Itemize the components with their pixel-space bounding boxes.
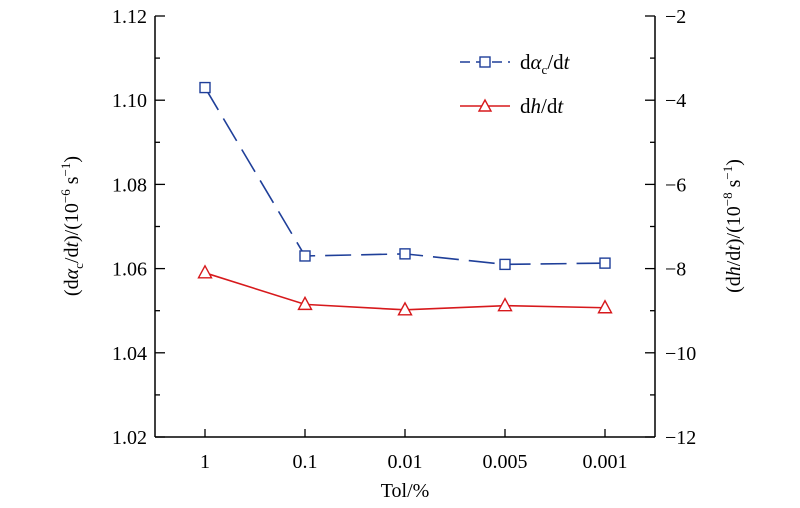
data-point-triangle [397,301,413,316]
right-axis-ticks: −12 −10 −8 −6 −4 −2 [645,6,696,449]
right-tick-label: −12 [665,427,696,449]
x-tick-label: 0.005 [483,451,528,473]
right-tick-label: −4 [665,90,686,112]
data-point-square [399,248,411,260]
legend-item-h: dh/dt [460,94,564,118]
legend-square-marker [479,56,491,68]
left-tick-label: 1.02 [112,427,147,449]
left-tick-label: 1.04 [112,343,147,365]
svg-text:dh/dt: dh/dt [520,94,564,118]
data-point-triangle [197,264,213,279]
series-layer [197,81,613,316]
data-point-triangle [297,295,313,311]
data-point-square [599,257,611,269]
x-tick-label: 0.1 [293,451,318,473]
left-axis-ticks: 1.02 1.04 1.06 1.08 1.10 1.12 [112,6,165,449]
right-tick-label: −2 [665,6,686,28]
left-tick-label: 1.08 [112,174,147,196]
x-tick-label: 0.01 [388,451,423,473]
svg-text:(dαc/dt)/(10−6 s−1): (dαc/dt)/(10−6 s−1) [58,156,86,296]
data-point-triangle [597,299,613,314]
left-tick-label: 1.12 [112,6,147,28]
data-point-square [299,250,311,262]
right-tick-label: −8 [665,259,686,281]
data-point-square [499,258,511,271]
data-point-square [199,81,211,94]
svg-text:(dh/dt)/(10−8 s−1): (dh/dt)/(10−8 s−1) [720,159,745,293]
x-axis-ticks: 1 0.1 0.01 0.005 0.001 [200,429,628,473]
legend: dαc/dt dh/dt [460,50,571,118]
left-tick-label: 1.10 [112,90,147,112]
right-axis-title: (dh/dt)/(10−8 s−1) [720,159,745,293]
right-tick-label: −6 [665,174,686,196]
data-point-triangle [497,297,513,312]
left-tick-label: 1.06 [112,259,147,281]
x-axis-title: Tol/% [381,480,430,502]
x-tick-label: 0.001 [583,451,628,473]
x-tick-label: 1 [200,451,210,473]
right-tick-label: −10 [665,343,696,365]
legend-item-alpha: dαc/dt [460,50,571,77]
legend-triangle-marker [477,98,493,112]
left-axis-title: (dαc/dt)/(10−6 s−1) [58,156,86,296]
svg-text:dαc/dt: dαc/dt [520,50,571,77]
